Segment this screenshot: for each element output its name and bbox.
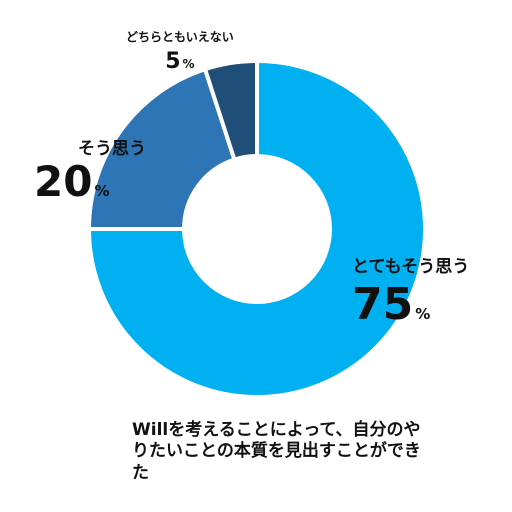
slice-unit-agree: % <box>94 182 110 200</box>
slice-unit-strongly-agree: % <box>415 305 431 323</box>
slice-agree <box>86 66 237 231</box>
slice-label-neutral: どちらともいえない 5% <box>126 28 234 73</box>
slice-name-agree: そう思う <box>78 139 146 159</box>
slice-label-agree: そう思う 20% <box>34 134 146 203</box>
slice-strongly-agree <box>86 58 427 399</box>
slice-name-neutral: どちらともいえない <box>126 30 234 44</box>
slice-value-neutral: 5 <box>165 49 181 74</box>
slice-value-strongly-agree: 75 <box>352 279 414 330</box>
slice-label-strongly-agree: とてもそう思う 75% <box>352 252 469 327</box>
slice-unit-neutral: % <box>182 57 195 71</box>
slice-name-strongly-agree: とてもそう思う <box>352 257 470 277</box>
chart-caption: Willを考えることによって、自分のやりたいことの本質を見出すことができた <box>132 420 421 483</box>
slice-neutral <box>202 58 259 163</box>
slice-value-agree: 20 <box>34 157 93 206</box>
